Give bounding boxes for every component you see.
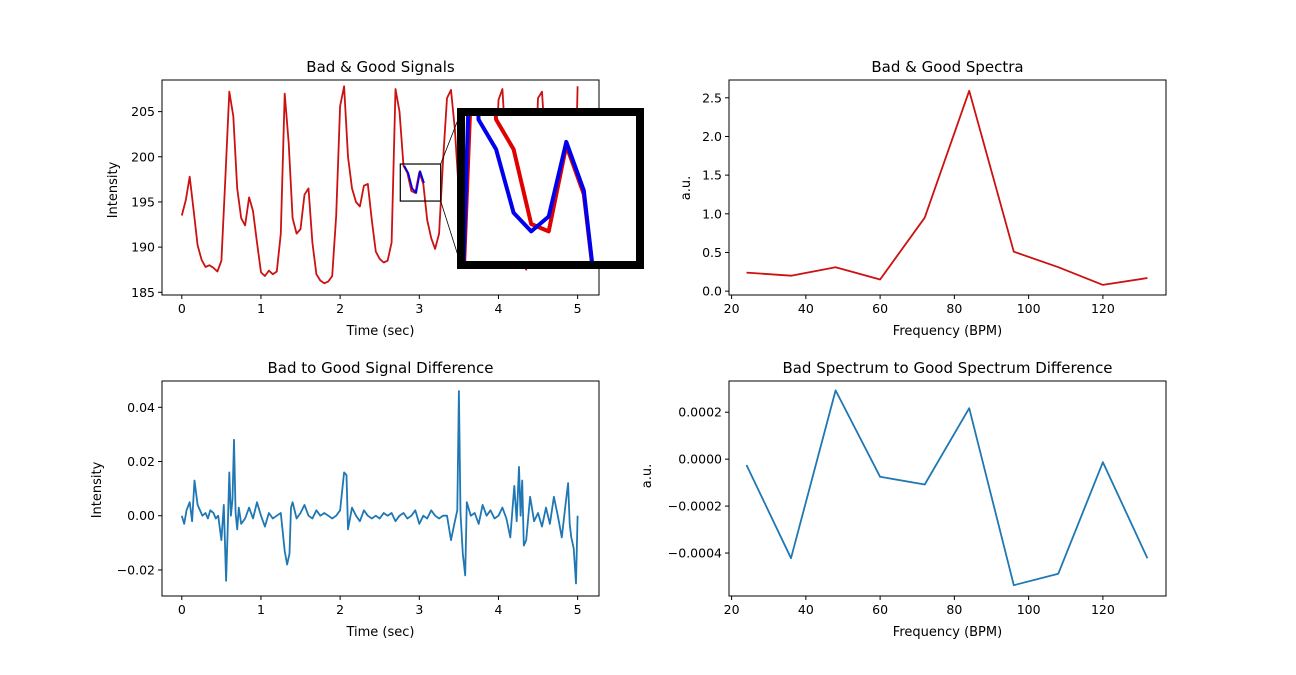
- spectra-series-line-0: [746, 89, 1148, 286]
- signals-xtick-label: 1: [257, 301, 265, 316]
- signals-ytick-label: 190: [131, 240, 155, 255]
- spectrum_diff-ytick-label: 0.0002: [678, 405, 722, 420]
- spectra-xtick-label: 120: [1091, 301, 1115, 316]
- signal_diff-xtick-label: 4: [494, 602, 502, 617]
- spectra-xtick-label: 80: [946, 301, 962, 316]
- zoom-region-box: [399, 163, 442, 202]
- signals-ytick-label: 200: [131, 149, 155, 164]
- signals-xtick-label: 2: [336, 301, 344, 316]
- spectrum_diff-xtick-label: 20: [724, 602, 740, 617]
- spectrum_diff-xtick-label: 60: [872, 602, 888, 617]
- spectrum_diff-xtick-label: 120: [1091, 602, 1115, 617]
- signal_diff-series-line-0: [180, 390, 579, 585]
- xlabel-signals: Time (sec): [345, 324, 414, 339]
- signal_diff-ytick-label: 0.00: [127, 508, 155, 523]
- signal_diff-ytick-label: 0.04: [127, 400, 155, 415]
- spectra-xtick-label: 40: [798, 301, 814, 316]
- inset-frame: [457, 108, 644, 269]
- spectra-xtick-label: 100: [1017, 301, 1041, 316]
- title-spectrum-difference: Bad Spectrum to Good Spectrum Difference: [782, 359, 1112, 377]
- signal_diff-xtick-label: 2: [336, 602, 344, 617]
- spectra-ytick-label: 0.0: [702, 284, 722, 299]
- signal_diff-xtick-label: 5: [574, 602, 582, 617]
- panel-spectrum-difference: Bad Spectrum to Good Spectrum Difference…: [640, 359, 1167, 640]
- inset-plot-area: [461, 112, 595, 265]
- spectra-ytick-label: 2.5: [702, 90, 722, 105]
- ylabel-spectrum-difference: a.u.: [640, 464, 655, 488]
- spectrum_diff-ytick-label: −0.0002: [668, 499, 722, 514]
- signals-ytick-label: 195: [131, 194, 155, 209]
- signal_diff-xtick-label: 0: [178, 602, 186, 617]
- signal_diff-axes-frame: [161, 380, 600, 597]
- spectrum_diff-xtick-label: 80: [946, 602, 962, 617]
- signals-xtick-label: 3: [415, 301, 423, 316]
- xlabel-spectra: Frequency (BPM): [893, 324, 1002, 339]
- spectra-ytick-label: 1.0: [702, 206, 722, 221]
- xlabel-spectrum-difference: Frequency (BPM): [893, 625, 1002, 640]
- spectrum_diff-axes-frame: [728, 380, 1167, 597]
- signal_diff-ytick-label: −0.02: [117, 562, 155, 577]
- spectra-ytick-label: 2.0: [702, 129, 722, 144]
- title-spectra: Bad & Good Spectra: [871, 58, 1023, 76]
- signals-ytick-label: 205: [131, 104, 155, 119]
- title-signal-difference: Bad to Good Signal Difference: [267, 359, 493, 377]
- spectra-xtick-label: 20: [724, 301, 740, 316]
- spectrum_diff-ytick-label: −0.0004: [668, 546, 722, 561]
- panel-signal-difference: Bad to Good Signal Difference Time (sec)…: [90, 359, 600, 640]
- ylabel-signals: Intensity: [106, 161, 121, 218]
- signals-xtick-label: 4: [494, 301, 502, 316]
- title-signals: Bad & Good Signals: [306, 58, 455, 76]
- spectra-ytick-label: 1.5: [702, 168, 722, 183]
- spectra-ytick-label: 0.5: [702, 245, 722, 260]
- signal_diff-xtick-label: 1: [257, 602, 265, 617]
- ylabel-signal-difference: Intensity: [90, 461, 105, 518]
- spectrum_diff-ytick-label: 0.0000: [678, 452, 722, 467]
- signal_diff-xtick-label: 3: [415, 602, 423, 617]
- spectra-axes-frame: [728, 79, 1167, 296]
- panel-spectra: Bad & Good Spectra Frequency (BPM) a.u. …: [679, 58, 1167, 339]
- panel-signals: Bad & Good Signals Time (sec) Intensity …: [106, 58, 644, 339]
- ylabel-spectra: a.u.: [679, 176, 694, 200]
- inset-good-signal-line: [461, 112, 595, 265]
- spectrum_diff-series-line-0: [745, 389, 1149, 587]
- spectrum_diff-xtick-label: 100: [1017, 602, 1041, 617]
- signals-xtick-label: 5: [574, 301, 582, 316]
- inset-bad-signal-line: [462, 112, 595, 265]
- signal_diff-ytick-label: 0.02: [127, 454, 155, 469]
- spectrum_diff-xtick-label: 40: [798, 602, 814, 617]
- signals-ytick-label: 185: [131, 285, 155, 300]
- spectra-xtick-label: 60: [872, 301, 888, 316]
- xlabel-signal-difference: Time (sec): [345, 625, 414, 640]
- signals-series-line-1: [403, 165, 425, 194]
- signals-xtick-label: 0: [178, 301, 186, 316]
